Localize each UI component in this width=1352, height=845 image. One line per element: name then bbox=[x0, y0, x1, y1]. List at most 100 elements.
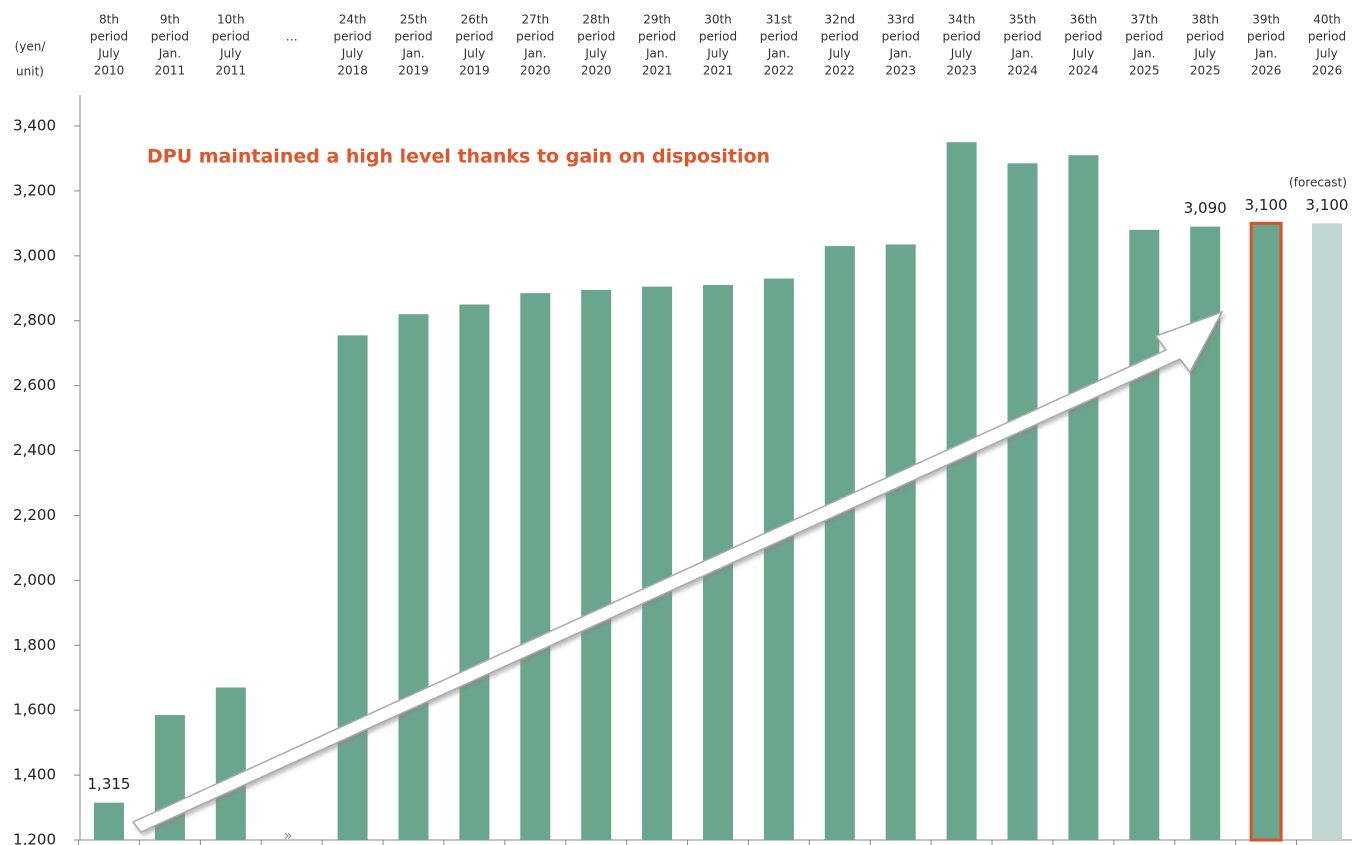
x-tick-label: July bbox=[463, 47, 486, 61]
x-tick-label: 10th bbox=[217, 13, 245, 27]
x-tick-label: 2024 bbox=[1068, 64, 1099, 78]
x-tick-label: period bbox=[212, 30, 250, 44]
bar bbox=[763, 278, 794, 840]
value-label: 3,100 bbox=[1306, 196, 1349, 214]
x-tick-label: 28th bbox=[582, 13, 610, 27]
y-axis-label: unit) bbox=[16, 65, 44, 79]
x-tick-label: 31st bbox=[766, 13, 793, 27]
x-tick-label: period bbox=[1003, 30, 1041, 44]
y-tick-label: 2,000 bbox=[13, 571, 56, 589]
bar bbox=[94, 802, 124, 840]
x-tick-label: period bbox=[882, 30, 920, 44]
x-tick-label: 2020 bbox=[581, 64, 612, 78]
x-tick-label: 2023 bbox=[885, 64, 916, 78]
x-tick-label: July bbox=[1072, 47, 1095, 61]
x-tick-label: 33rd bbox=[887, 13, 915, 27]
bar bbox=[885, 244, 916, 840]
x-tick-label: period bbox=[942, 30, 980, 44]
y-tick-label: 2,800 bbox=[13, 311, 56, 329]
x-tick-label: 2023 bbox=[946, 64, 977, 78]
x-tick-label: period bbox=[1247, 30, 1285, 44]
x-tick-label: 2026 bbox=[1251, 64, 1282, 78]
bar bbox=[1312, 223, 1342, 840]
value-label: 1,315 bbox=[88, 775, 131, 793]
x-tick-label: period bbox=[577, 30, 615, 44]
x-tick-label: period bbox=[638, 30, 676, 44]
x-tick-label: July bbox=[1193, 47, 1216, 61]
x-tick-label: Jan. bbox=[767, 47, 790, 61]
x-tick-label: July bbox=[950, 47, 973, 61]
x-tick-label: period bbox=[151, 30, 189, 44]
bar bbox=[1129, 229, 1160, 840]
x-tick-label: 2025 bbox=[1190, 64, 1221, 78]
x-tick-label: period bbox=[394, 30, 432, 44]
x-tick-label: 37th bbox=[1131, 13, 1159, 27]
x-tick-label: 2021 bbox=[642, 64, 673, 78]
x-tick-label: 2019 bbox=[459, 64, 490, 78]
bar bbox=[398, 314, 429, 841]
x-tick-label: 29th bbox=[643, 13, 671, 27]
y-axis-label: (yen/ bbox=[15, 40, 47, 54]
x-tick-label: 2020 bbox=[520, 64, 551, 78]
y-tick-label: 1,600 bbox=[13, 701, 56, 719]
x-tick-label: Jan. bbox=[889, 47, 912, 61]
x-tick-label: Jan. bbox=[1254, 47, 1277, 61]
x-tick-label: 2019 bbox=[398, 64, 429, 78]
annotation: DPU maintained a high level thanks to ga… bbox=[147, 146, 770, 168]
axis-break: » bbox=[284, 828, 293, 844]
x-tick-label: 2026 bbox=[1312, 64, 1343, 78]
x-tick-label: period bbox=[821, 30, 859, 44]
x-tick-label: period bbox=[1186, 30, 1224, 44]
x-tick-label: Jan. bbox=[158, 47, 181, 61]
x-tick-label: 25th bbox=[400, 13, 428, 27]
x-tick-label: period bbox=[516, 30, 554, 44]
x-tick-label: period bbox=[699, 30, 737, 44]
x-tick-label: 26th bbox=[461, 13, 489, 27]
y-tick-label: 2,200 bbox=[13, 506, 56, 524]
bar bbox=[581, 289, 612, 840]
bar bbox=[215, 687, 246, 840]
bar bbox=[1249, 221, 1283, 842]
y-tick-label: 1,200 bbox=[13, 831, 56, 845]
forecast-note: (forecast) bbox=[1289, 176, 1347, 190]
x-tick-label: period bbox=[760, 30, 798, 44]
bar bbox=[1068, 155, 1099, 840]
x-tick-label: 38th bbox=[1191, 13, 1219, 27]
x-tick-label: 36th bbox=[1070, 13, 1098, 27]
bar bbox=[520, 293, 551, 841]
bar bbox=[1007, 163, 1038, 840]
x-tick-label: July bbox=[1315, 47, 1338, 61]
trend-arrow bbox=[131, 310, 1224, 833]
bar bbox=[337, 335, 368, 840]
x-tick-label: period bbox=[90, 30, 128, 44]
x-tick-label: Jan. bbox=[1010, 47, 1033, 61]
x-tick-label: July bbox=[584, 47, 607, 61]
x-tick-label: 40th bbox=[1313, 13, 1341, 27]
y-tick-label: 2,400 bbox=[13, 441, 56, 459]
x-tick-label: July bbox=[706, 47, 729, 61]
bar bbox=[642, 286, 673, 840]
x-tick-label: July bbox=[97, 47, 120, 61]
x-tick-label: July bbox=[219, 47, 242, 61]
x-tick-label: 2022 bbox=[764, 64, 795, 78]
x-tick-label: 34th bbox=[948, 13, 976, 27]
value-label: 3,100 bbox=[1245, 196, 1288, 214]
x-tick-label: 2022 bbox=[825, 64, 856, 78]
x-tick-label: period bbox=[1308, 30, 1346, 44]
x-tick-label: period bbox=[1064, 30, 1102, 44]
y-tick-label: 1,400 bbox=[13, 766, 56, 784]
x-tick-label: 35th bbox=[1009, 13, 1037, 27]
x-tick-label: period bbox=[333, 30, 371, 44]
x-tick-label: period bbox=[1125, 30, 1163, 44]
value-label: 3,090 bbox=[1184, 199, 1227, 217]
x-tick-label: period bbox=[455, 30, 493, 44]
x-tick-label: 24th bbox=[339, 13, 367, 27]
y-tick-label: 2,600 bbox=[13, 376, 56, 394]
x-tick-label: 32nd bbox=[825, 13, 856, 27]
x-tick-label: 2011 bbox=[216, 64, 247, 78]
x-tick-label: 2025 bbox=[1129, 64, 1160, 78]
x-tick-label: Jan. bbox=[401, 47, 424, 61]
x-tick-label: July bbox=[828, 47, 851, 61]
x-tick-label: 30th bbox=[704, 13, 732, 27]
